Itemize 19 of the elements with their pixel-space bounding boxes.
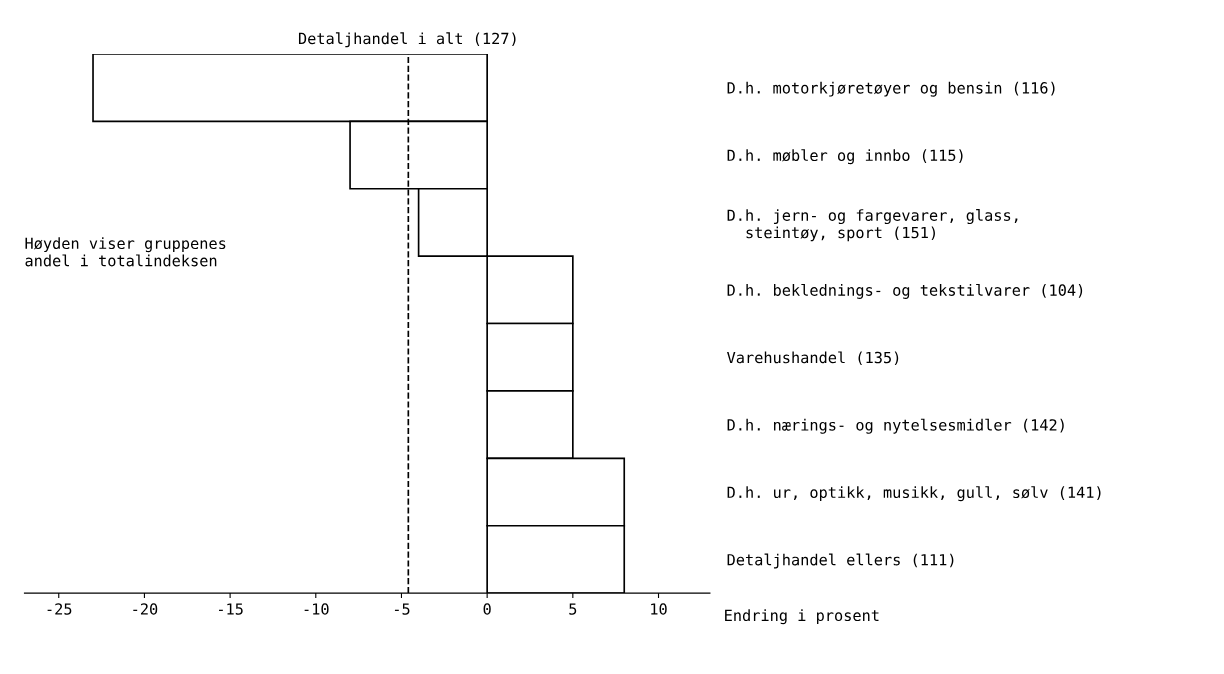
annotation: Høyden viser gruppenes andel i totalindeksen bbox=[25, 237, 226, 267]
y-tick-label: D.h. motorkjøretøyer og bensin (116) bbox=[727, 81, 1055, 97]
x-tick-label: -20 bbox=[133, 603, 158, 615]
x-tick-label: 0 bbox=[483, 603, 491, 615]
x-tick-label: -10 bbox=[304, 603, 329, 615]
x-tick-label: 10 bbox=[651, 603, 667, 615]
y-tick-label: D.h. jern- og fargevarer, glass, steintøy, sport (151) bbox=[727, 209, 1018, 242]
y-tick-label: D.h. nærings- og nytelsesmidler (142) bbox=[727, 418, 1064, 434]
y-tick-label: Detaljhandel ellers (111) bbox=[727, 553, 954, 569]
ref-line-label: Detaljhandel i alt (127) bbox=[298, 32, 516, 48]
y-tick-label: D.h. møbler og innbo (115) bbox=[727, 149, 963, 165]
y-tick-label: Varehushandel (135) bbox=[727, 351, 899, 366]
x-tick-label: 5 bbox=[569, 603, 577, 615]
x-tick-label: -15 bbox=[218, 603, 243, 615]
y-tick-label: D.h. ur, optikk, musikk, gull, sølv (141) bbox=[727, 486, 1101, 502]
x-tick-label: -25 bbox=[47, 603, 72, 615]
y-tick-label: D.h. beklednings- og tekstilvarer (104) bbox=[727, 283, 1083, 299]
x-tick-label: -5 bbox=[394, 603, 410, 615]
text: Endring i prosent bbox=[725, 609, 879, 625]
